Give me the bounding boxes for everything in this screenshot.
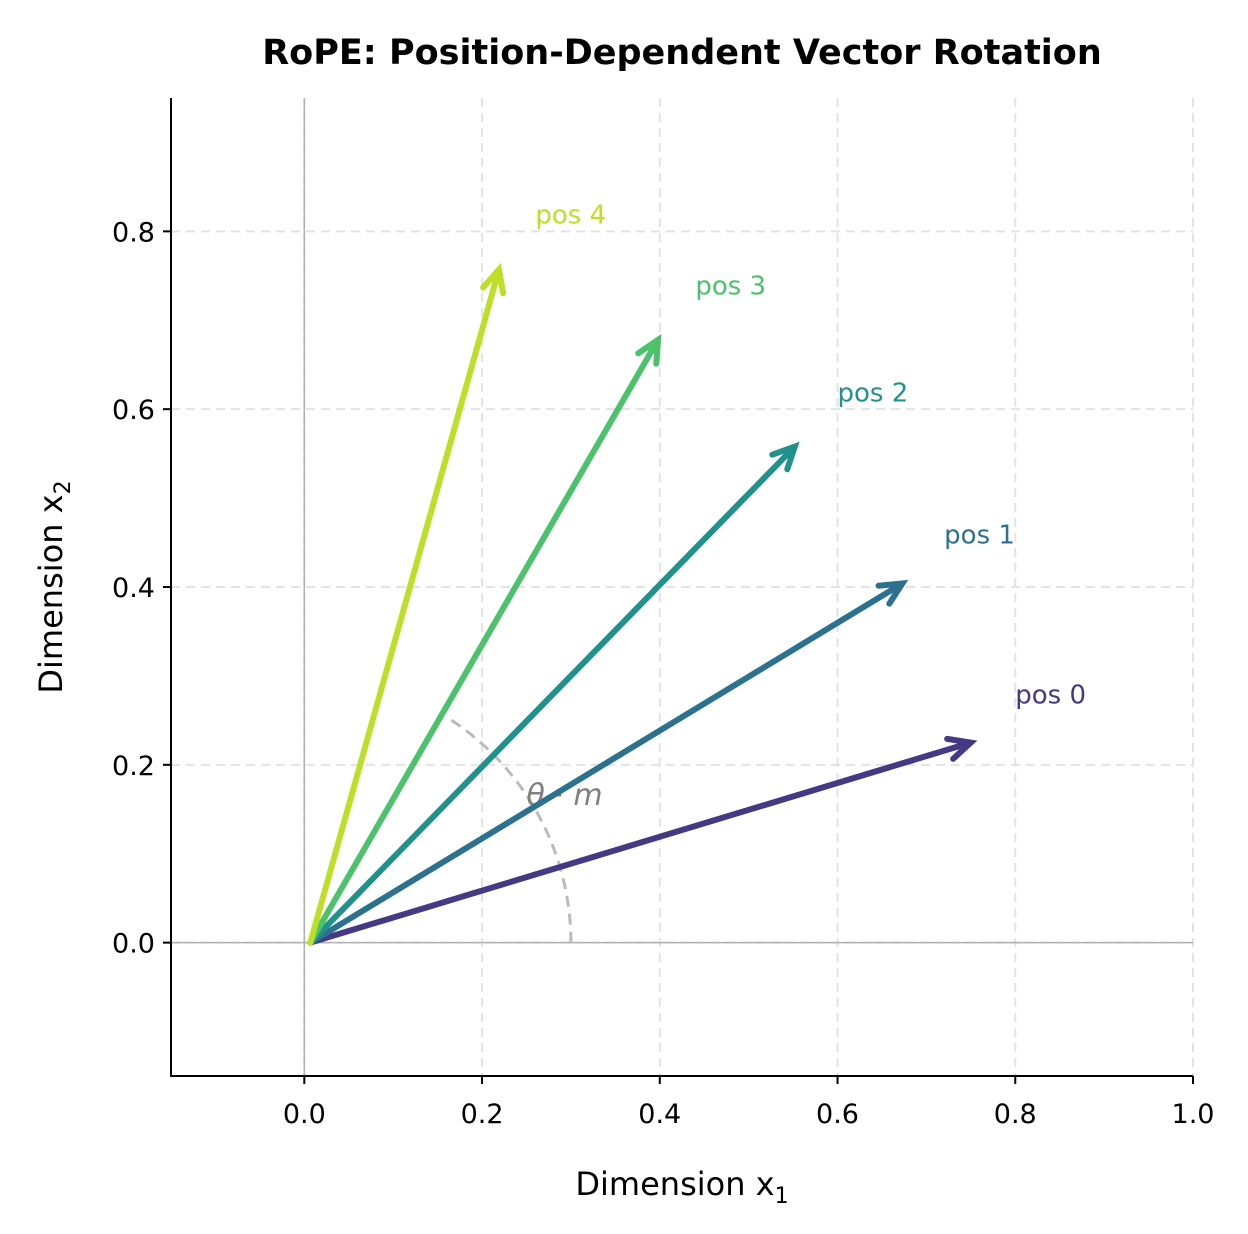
arrowhead-pos-3 <box>635 333 662 367</box>
vector-label: pos 4 <box>535 201 606 231</box>
y-tick-label: 0.0 <box>112 929 155 960</box>
ticks: 0.0 0.2 0.4 0.6 0.8 1.0 0.0 0.2 0.4 0.6 0.8 <box>112 217 1214 1130</box>
y-tick-label: 0.4 <box>112 573 155 604</box>
vector-label: pos 2 <box>838 378 909 408</box>
vector-label: pos 3 <box>695 272 766 302</box>
chart-title: RoPE: Position-Dependent Vector Rotation <box>262 33 1102 73</box>
x-tick-label: 0.4 <box>638 1099 681 1130</box>
vector-pos-1 <box>307 581 903 946</box>
vectors <box>307 262 978 946</box>
arrowhead-pos-0 <box>944 735 978 762</box>
angle-arc: θ · m <box>448 717 603 943</box>
y-tick-label: 0.2 <box>112 751 155 782</box>
y-axis-label: Dimension x2 <box>32 480 76 693</box>
x-tick-label: 1.0 <box>1172 1099 1215 1130</box>
vector-label: pos 1 <box>944 521 1015 551</box>
angle-arc-path <box>448 717 573 943</box>
y-tick-label: 0.8 <box>112 217 155 248</box>
arrowhead-pos-1 <box>875 579 909 607</box>
y-tick-label: 0.6 <box>112 395 155 426</box>
x-tick-label: 0.0 <box>283 1099 326 1130</box>
x-axis-label: Dimension x1 <box>575 1165 788 1209</box>
vector-pos-3 <box>307 339 660 946</box>
arrowhead-pos-2 <box>769 441 800 473</box>
arrowhead-pos-4 <box>480 262 507 297</box>
vector-pos-0 <box>307 740 971 946</box>
vector-labels: pos 0 pos 1 pos 2 pos 3 pos 4 <box>535 201 1086 711</box>
vector-pos-4 <box>307 269 502 946</box>
vector-label: pos 0 <box>1015 681 1086 711</box>
x-tick-label: 0.6 <box>816 1099 859 1130</box>
x-tick-label: 0.8 <box>994 1099 1037 1130</box>
x-tick-label: 0.2 <box>461 1099 504 1130</box>
zero-lines <box>171 98 1193 1076</box>
vector-pos-2 <box>307 445 796 946</box>
